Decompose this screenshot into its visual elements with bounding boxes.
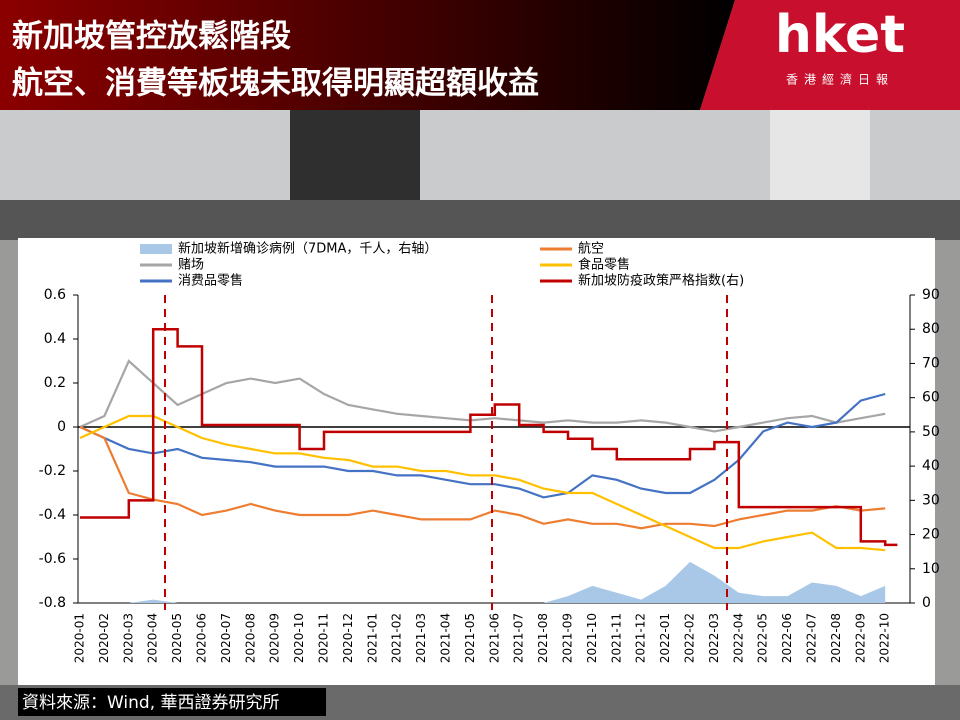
y-tick-label: 0.6 (44, 287, 66, 303)
x-tick-label: 2021-03 (414, 613, 428, 663)
y-tick-label: 0.4 (44, 331, 66, 347)
chart: -0.8 -0.6 -0.4 -0.2 0 0.2 0.4 0.6 0 10 20 30 40 50 60 7… (39, 241, 940, 664)
y2-tick-label: 20 (922, 527, 940, 543)
x-tick-label: 2022-09 (853, 613, 867, 663)
x-tick-label: 2021-04 (439, 613, 453, 663)
x-tick-label: 2020-12 (341, 613, 355, 663)
y-tick-label: -0.8 (39, 595, 66, 611)
x-tick-label: 2022-06 (780, 613, 794, 663)
x-tick-label: 2022-03 (707, 613, 721, 663)
x-tick-label: 2021-08 (536, 613, 550, 663)
legend-label: 新加坡新增确诊病例（7DMA，千人，右轴） (178, 241, 437, 257)
y-tick-label: 0 (57, 419, 66, 435)
x-tick-label: 2022-02 (683, 613, 697, 663)
x-tick-label: 2020-10 (292, 613, 306, 663)
title-line: 新加坡管控放鬆階段 (12, 19, 291, 55)
x-tick-label: 2021-05 (463, 613, 477, 663)
x-tick-label: 2021-12 (634, 613, 648, 663)
x-tick-label: 2020-05 (170, 613, 184, 663)
y2-tick-label: 30 (922, 492, 940, 508)
y-tick-label: 0.2 (44, 375, 66, 391)
step-line (80, 327, 898, 547)
logo-subtitle: 香港經濟日報 (786, 72, 894, 87)
y2-tick-label: 40 (922, 458, 940, 474)
x-tick-label: 2020-08 (243, 613, 257, 663)
x-tick-label: 2020-06 (195, 613, 209, 663)
source-note: 資料來源：Wind, 華西證券研究所 (22, 693, 280, 713)
y-tick-label: -0.4 (39, 507, 66, 523)
x-tick-label: 2021-07 (512, 613, 526, 663)
line (79, 425, 886, 530)
x-tick-label: 2020-04 (146, 613, 160, 663)
photo-crowd (0, 200, 960, 240)
x-tick-label: 2021-02 (390, 613, 404, 663)
x-tick-label: 2022-07 (805, 613, 819, 663)
legend-label: 航空 (578, 241, 604, 257)
y2-tick-label: 70 (922, 355, 940, 371)
logo-bar (700, 0, 960, 110)
line (79, 392, 886, 499)
legend-label: 新加坡防疫政策严格指数(右) (578, 273, 744, 289)
y2-tick-label: 90 (922, 287, 940, 303)
legend-label: 赌场 (178, 258, 204, 273)
x-tick-label: 2021-06 (487, 613, 501, 663)
x-tick-label: 2022-08 (829, 613, 843, 663)
y2-tick-label: 0 (922, 595, 931, 611)
y2-tick-label: 80 (922, 321, 940, 337)
legend-swatch (140, 244, 172, 254)
y2-tick-label: 60 (922, 390, 940, 406)
line (79, 414, 886, 552)
x-tick-label: 2021-09 (561, 613, 575, 663)
title-line: 航空、消費等板塊未取得明顯超額收益 (12, 66, 539, 102)
y2-tick-label: 10 (922, 561, 940, 577)
x-tick-label: 2020-01 (73, 613, 87, 663)
x-tick-label: 2021-01 (365, 613, 379, 663)
x-tick-label: 2020-11 (317, 613, 331, 663)
line (79, 359, 886, 433)
logo: hket (775, 5, 905, 65)
legend-label: 消费品零售 (178, 273, 243, 289)
x-tick-label: 2022-10 (878, 613, 892, 663)
x-tick-label: 2022-01 (658, 613, 672, 663)
x-tick-label: 2020-09 (268, 613, 282, 663)
area (80, 561, 886, 603)
legend-label: 食品零售 (578, 257, 630, 273)
y2-tick-label: 50 (922, 424, 940, 440)
x-tick-label: 2022-05 (756, 613, 770, 663)
x-tick-label: 2021-11 (609, 613, 623, 663)
x-tick-label: 2020-07 (219, 613, 233, 663)
chart-panel (18, 238, 935, 685)
y-tick-label: -0.6 (39, 551, 66, 567)
y-tick-label: -0.2 (39, 463, 66, 479)
x-tick-label: 2021-10 (585, 613, 599, 663)
x-tick-label: 2020-02 (97, 613, 111, 663)
header-bar (0, 0, 735, 110)
x-tick-label: 2022-04 (731, 613, 745, 663)
x-tick-label: 2020-03 (121, 613, 135, 663)
source-box (18, 688, 326, 716)
